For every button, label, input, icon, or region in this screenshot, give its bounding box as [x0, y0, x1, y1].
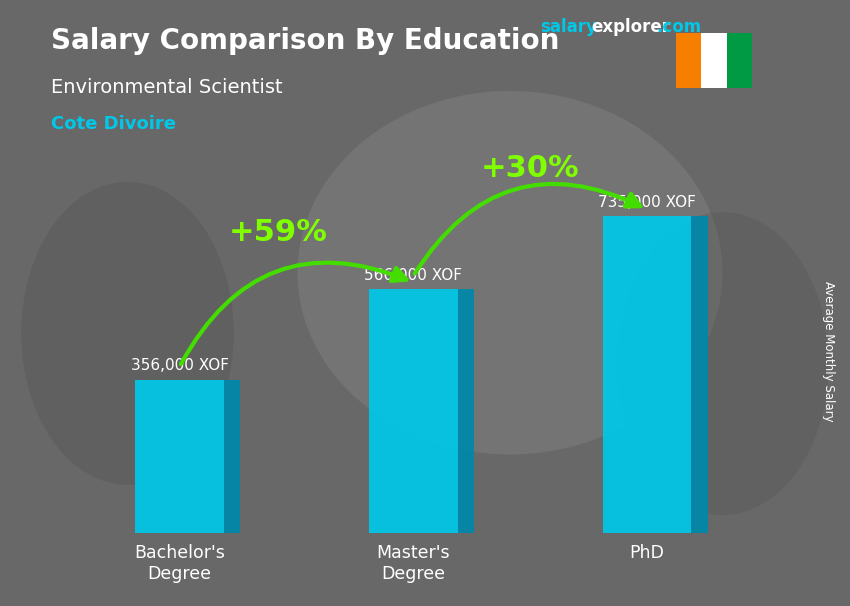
- Text: Average Monthly Salary: Average Monthly Salary: [822, 281, 836, 422]
- Polygon shape: [691, 216, 708, 533]
- Bar: [727, 33, 752, 88]
- Text: salary: salary: [540, 18, 597, 36]
- Text: +59%: +59%: [229, 218, 327, 247]
- Text: 566,000 XOF: 566,000 XOF: [365, 268, 462, 283]
- Ellipse shape: [298, 91, 722, 454]
- Text: 735,000 XOF: 735,000 XOF: [598, 195, 696, 210]
- FancyBboxPatch shape: [603, 216, 691, 533]
- Text: Environmental Scientist: Environmental Scientist: [51, 78, 282, 97]
- Ellipse shape: [21, 182, 234, 485]
- Text: Salary Comparison By Education: Salary Comparison By Education: [51, 27, 559, 55]
- FancyBboxPatch shape: [369, 289, 457, 533]
- Bar: [701, 33, 727, 88]
- Polygon shape: [224, 379, 241, 533]
- Text: 356,000 XOF: 356,000 XOF: [131, 359, 229, 373]
- Text: Cote Divoire: Cote Divoire: [51, 115, 176, 133]
- Text: +30%: +30%: [481, 154, 580, 183]
- Ellipse shape: [616, 212, 829, 515]
- Text: explorer: explorer: [591, 18, 670, 36]
- Bar: [676, 33, 701, 88]
- Text: .com: .com: [656, 18, 701, 36]
- FancyBboxPatch shape: [135, 379, 224, 533]
- Polygon shape: [457, 289, 474, 533]
